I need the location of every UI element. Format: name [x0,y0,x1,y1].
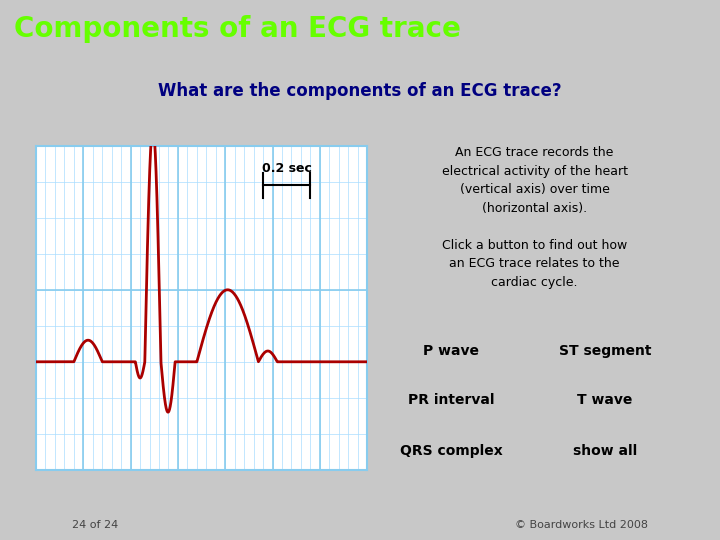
Text: ST segment: ST segment [559,344,651,358]
Text: 0.2 sec: 0.2 sec [262,161,312,174]
Text: An ECG trace records the
electrical activity of the heart
(vertical axis) over t: An ECG trace records the electrical acti… [441,146,628,288]
Text: © Boardworks Ltd 2008: © Boardworks Ltd 2008 [515,520,648,530]
Text: What are the components of an ECG trace?: What are the components of an ECG trace? [158,82,562,100]
Text: show all: show all [572,444,637,458]
Text: PR interval: PR interval [408,393,495,407]
Text: QRS complex: QRS complex [400,444,503,458]
Text: 24 of 24: 24 of 24 [72,520,118,530]
Text: P wave: P wave [423,344,479,358]
Text: T wave: T wave [577,393,632,407]
Text: Components of an ECG trace: Components of an ECG trace [14,16,462,44]
